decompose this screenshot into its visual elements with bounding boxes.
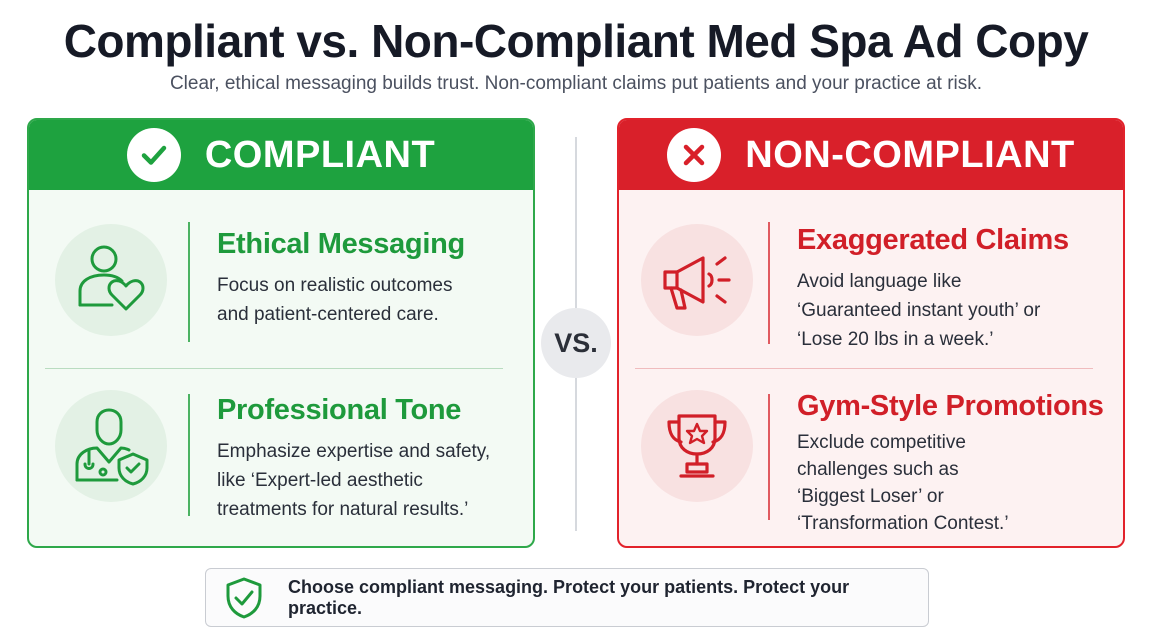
- item-description: Exclude competitive challenges such as ‘…: [797, 429, 1104, 537]
- divider-line: [768, 394, 770, 520]
- noncompliant-heading: NON-COMPLIANT: [745, 133, 1075, 176]
- item-line: and patient-centered care.: [217, 304, 439, 325]
- divider-line: [188, 394, 190, 516]
- divider-line: [188, 222, 190, 342]
- item-title: Exaggerated Claims: [797, 224, 1069, 256]
- ethical-messaging-block: Ethical Messaging Focus on realistic out…: [217, 228, 465, 329]
- item-title: Ethical Messaging: [217, 228, 465, 260]
- footer-text: Choose compliant messaging. Protect your…: [288, 576, 850, 618]
- row-divider: [635, 368, 1093, 369]
- item-line: ‘Biggest Loser’ or: [797, 486, 944, 507]
- item-line: ‘Guaranteed instant youth’ or: [797, 300, 1041, 321]
- item-line: like ‘Expert-led aesthetic: [217, 470, 423, 491]
- item-line: Focus on realistic outcomes: [217, 275, 453, 296]
- person-heart-icon: [55, 224, 167, 336]
- compliant-heading: COMPLIANT: [204, 133, 436, 176]
- compliant-header: COMPLIANT: [29, 120, 533, 190]
- megaphone-icon: [641, 224, 753, 336]
- item-title: Professional Tone: [217, 394, 462, 426]
- item-line: treatments for natural results.’: [217, 499, 469, 520]
- item-line: ‘Lose 20 lbs in a week.’: [797, 329, 994, 350]
- x-icon: [667, 128, 722, 182]
- item-description: Focus on realistic outcomes and patient-…: [217, 271, 465, 329]
- footer-banner: Choose compliant messaging. Protect your…: [205, 568, 929, 627]
- item-line: Exclude competitive: [797, 432, 966, 453]
- check-icon: [126, 128, 181, 182]
- item-line: Emphasize expertise and safety,: [217, 441, 491, 462]
- row-divider: [45, 368, 503, 369]
- item-description: Avoid language like ‘Guaranteed instant …: [797, 267, 1069, 354]
- shield-check-icon: [224, 576, 264, 620]
- page-title: Compliant vs. Non-Compliant Med Spa Ad C…: [63, 15, 1089, 67]
- page-subtitle: Clear, ethical messaging builds trust. N…: [169, 73, 983, 94]
- item-line: Avoid language like: [797, 271, 962, 292]
- item-line: ‘Transformation Contest.’: [797, 513, 1009, 534]
- professional-tone-block: Professional Tone Emphasize expertise an…: [217, 394, 490, 524]
- noncompliant-panel: NON-COMPLIANT Exaggerated Claims Avoid l…: [617, 118, 1125, 548]
- trophy-icon: [641, 390, 753, 502]
- item-line: challenges such as: [797, 459, 959, 480]
- noncompliant-header: NON-COMPLIANT: [619, 120, 1123, 190]
- vs-badge: VS.: [541, 308, 611, 378]
- divider-line: [768, 222, 770, 344]
- exaggerated-claims-block: Exaggerated Claims Avoid language like ‘…: [797, 224, 1069, 354]
- doctor-shield-icon: [55, 390, 167, 502]
- item-title: Gym-Style Promotions: [797, 390, 1104, 422]
- compliant-panel: COMPLIANT Ethical Messaging Focus on rea…: [27, 118, 535, 548]
- gym-style-promotions-block: Gym-Style Promotions Exclude competitive…: [797, 390, 1104, 537]
- item-description: Emphasize expertise and safety, like ‘Ex…: [217, 437, 490, 524]
